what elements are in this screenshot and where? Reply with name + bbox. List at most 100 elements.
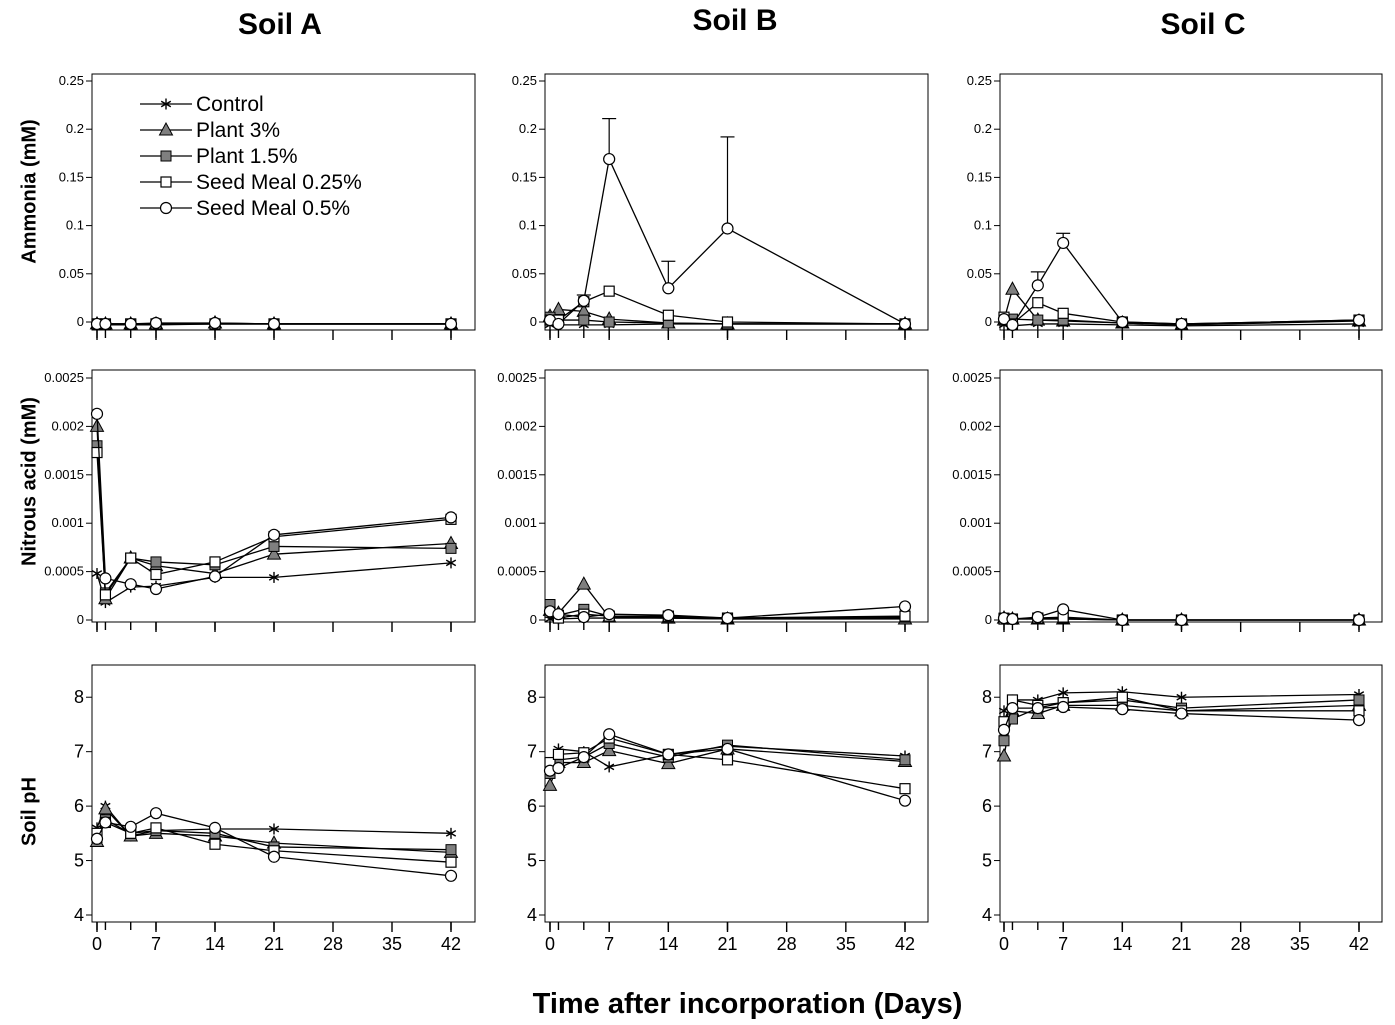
data-point <box>445 557 457 569</box>
series-line <box>1003 241 1360 326</box>
y-tick-label: 0 <box>985 612 992 627</box>
y-tick-label: 0.1 <box>519 218 537 233</box>
y-tick-label: 4 <box>527 905 537 925</box>
data-point <box>208 570 222 583</box>
soil-b-header: Soil B <box>692 4 778 37</box>
data-point <box>577 610 590 624</box>
data-point <box>90 832 104 845</box>
data-point <box>552 317 565 331</box>
data-point <box>899 610 911 622</box>
data-point <box>577 294 590 307</box>
y-tick-label: 0.25 <box>967 73 992 88</box>
legend-marker <box>160 98 172 110</box>
data-point <box>268 571 280 583</box>
chart-panel: 0 0.0005 0.001 0.0015 0.002 0.0025 <box>44 369 476 632</box>
data-point <box>124 578 137 591</box>
data-point <box>1352 713 1366 727</box>
plot-frame <box>544 73 929 331</box>
chart-panel: 4 5 6 7 8 0 7 14 21 28 35 42 <box>982 664 1383 954</box>
data-point <box>149 316 163 330</box>
x-axis-title: Time after incorporation (Days) <box>532 988 963 1020</box>
data-point <box>899 754 911 766</box>
data-point <box>997 313 1011 326</box>
y-tick-label: 0.0015 <box>952 467 992 482</box>
y-tick-label: 0.001 <box>51 515 84 530</box>
y-tick-label: 4 <box>74 905 84 925</box>
x-tick-label: 28 <box>323 934 343 954</box>
x-tick-label: 42 <box>895 934 915 954</box>
data-point <box>1116 703 1129 716</box>
data-point <box>551 301 566 315</box>
data-point <box>577 751 590 764</box>
y-tick-label: 0.15 <box>59 169 84 184</box>
x-tick-label: 0 <box>545 934 555 954</box>
x-tick-label: 21 <box>1171 934 1191 954</box>
x-tick-label: 14 <box>1112 934 1132 954</box>
y-tick-label: 0.0015 <box>44 467 84 482</box>
data-point <box>898 600 912 613</box>
data-point <box>267 317 281 331</box>
y-tick-label: 0.0015 <box>497 467 537 482</box>
y-tick-label: 5 <box>74 851 84 871</box>
data-point <box>998 735 1010 747</box>
data-point <box>603 728 616 741</box>
y-tick-label: 0.1 <box>66 218 84 233</box>
data-point <box>899 783 911 795</box>
data-point <box>662 282 675 295</box>
y-tick-label: 5 <box>527 851 537 871</box>
legend-marker <box>158 121 174 136</box>
x-tick-label: 28 <box>777 934 797 954</box>
data-point <box>662 748 675 761</box>
chart-panel: 4 5 6 7 8 0 7 14 21 28 35 42 <box>74 664 476 954</box>
data-point <box>898 794 912 807</box>
data-point <box>1175 317 1188 331</box>
chart-panel: 0 0.0005 0.001 0.0015 0.002 0.0025 <box>497 369 929 632</box>
data-point <box>578 314 590 326</box>
data-point <box>1176 691 1187 703</box>
data-point <box>1006 702 1019 715</box>
data-point <box>444 511 458 524</box>
chart-panel: 4 5 6 7 8 0 7 14 21 28 35 42 <box>527 664 929 954</box>
data-point <box>721 742 734 756</box>
y-tick-label: 0.05 <box>967 266 992 281</box>
data-point <box>1057 236 1070 250</box>
data-point <box>91 446 103 459</box>
data-point <box>124 317 137 331</box>
data-point <box>1175 613 1188 627</box>
y-tick-label: 0 <box>530 612 537 627</box>
plot-frame <box>91 664 476 923</box>
data-point <box>125 552 137 564</box>
data-point <box>99 572 112 585</box>
data-point <box>898 317 912 331</box>
y-tick-label: 6 <box>74 796 84 816</box>
y-tick-label: 0.002 <box>51 418 84 433</box>
data-point <box>445 844 457 856</box>
data-point <box>267 850 281 863</box>
x-tick-label: 21 <box>717 934 737 954</box>
data-point <box>1116 315 1129 329</box>
data-point <box>721 754 734 766</box>
y-tick-label: 6 <box>982 796 992 816</box>
y-tick-label: 6 <box>527 796 537 816</box>
chart-panel: 0 0.05 0.1 0.15 0.2 0.25 <box>967 73 1383 340</box>
data-point <box>208 316 222 330</box>
data-point <box>603 608 616 621</box>
data-point <box>209 838 221 850</box>
y-tick-label: 0.002 <box>504 418 537 433</box>
data-point <box>444 869 458 882</box>
x-tick-label: 42 <box>1349 934 1369 954</box>
chart-panel: 0 0.05 0.1 0.15 0.2 0.25 <box>512 73 929 340</box>
data-point <box>721 611 734 625</box>
data-point <box>1352 313 1366 327</box>
data-point <box>603 316 615 328</box>
y-tick-label: 0.0005 <box>497 564 537 579</box>
data-point <box>124 820 137 833</box>
data-point <box>99 317 112 331</box>
data-point <box>1116 613 1129 627</box>
y-tick-label: 0.05 <box>59 266 84 281</box>
x-tick-label: 42 <box>441 934 461 954</box>
y-tick-label: 0.2 <box>519 121 537 136</box>
data-point <box>662 609 675 622</box>
data-point <box>660 755 676 770</box>
data-point <box>721 316 734 328</box>
